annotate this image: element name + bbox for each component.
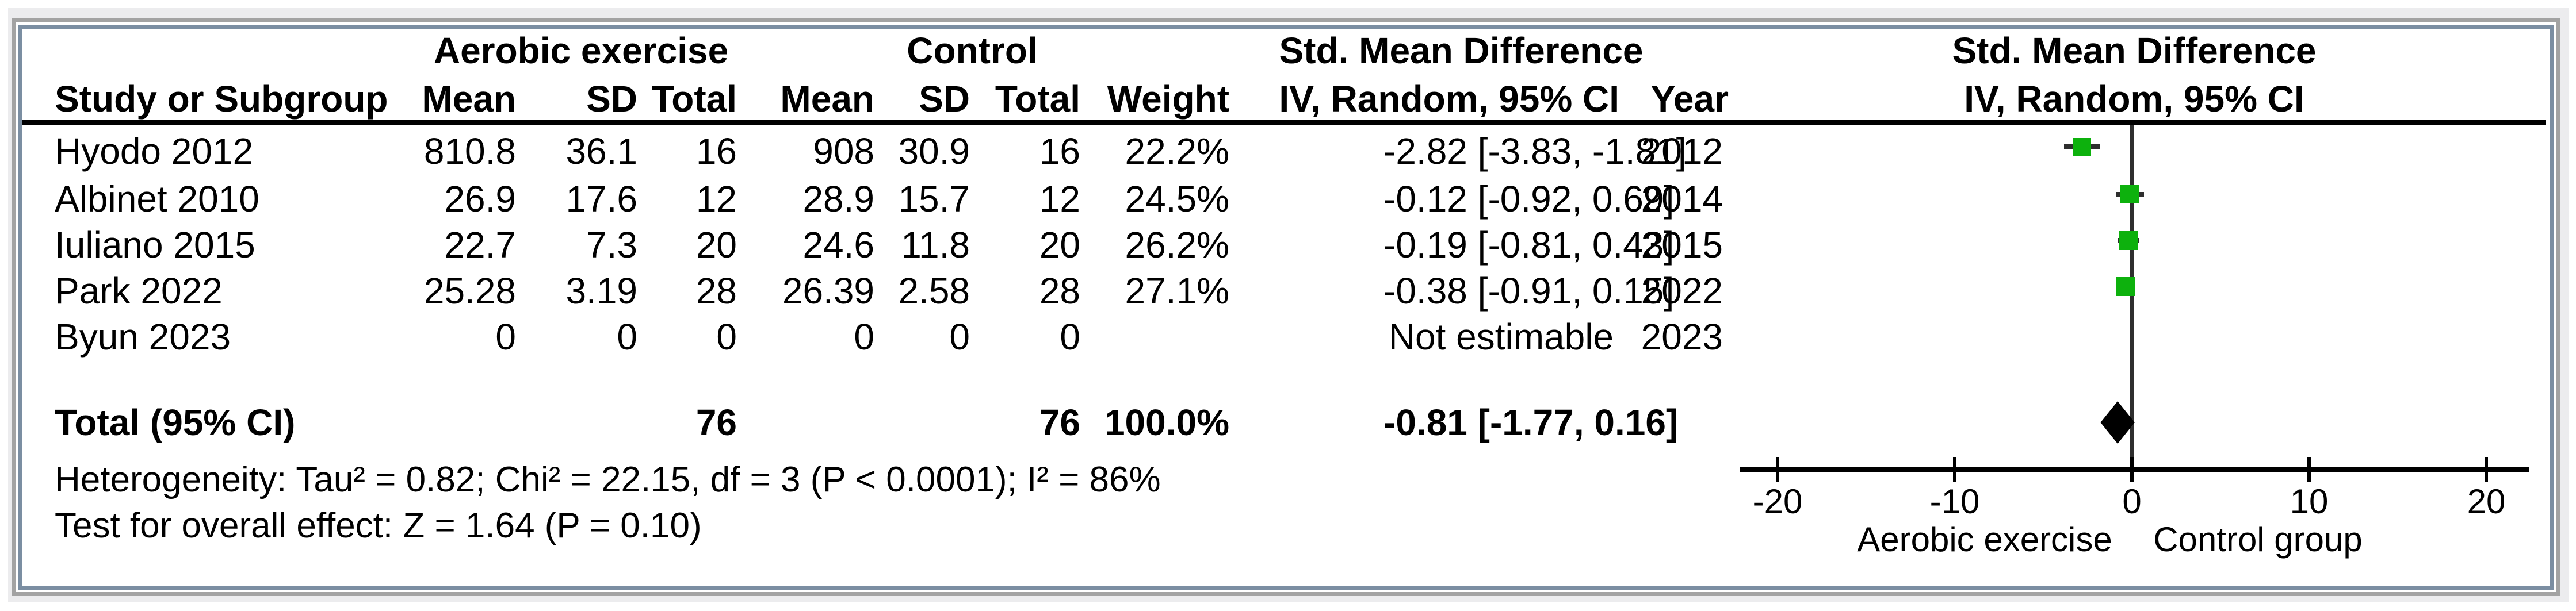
cell-mean_e: 22.7 (444, 224, 516, 266)
cell-total_e: 20 (695, 224, 737, 266)
cell-total-ci: -0.81 [-1.77, 0.16] (1383, 402, 1679, 443)
heterogeneity-text: Heterogeneity: Tau² = 0.82; Chi² = 22.15… (55, 460, 1161, 499)
cell-sd_c: 15.7 (898, 178, 970, 220)
cell-sd_e: 17.6 (565, 178, 637, 220)
cell-total_c: 16 (1039, 130, 1080, 172)
col-header-sd-control: SD (919, 78, 970, 120)
cell-study: Albinet 2010 (55, 178, 259, 220)
overall-effect-text: Test for overall effect: Z = 1.64 (P = 0… (55, 506, 702, 545)
cell-total_e: 0 (716, 316, 737, 358)
plot-header-effect: Std. Mean Difference (1952, 30, 2317, 71)
cell-total_c: 20 (1039, 224, 1080, 266)
cell-mean_e: 810.8 (423, 130, 516, 172)
x-axis-tick-label: -10 (1929, 482, 1980, 521)
cell-sd_c: 0 (949, 316, 970, 358)
cell-mean_e: 26.9 (444, 178, 516, 220)
axis-label-right: Control group (2153, 520, 2363, 559)
x-axis-tick-label: 10 (2290, 482, 2329, 521)
axis-label-left: Aerobic exercise (1857, 520, 2112, 559)
cell-study: Byun 2023 (55, 316, 231, 358)
cell-mean_c: 908 (813, 130, 874, 172)
cell-sd_e: 3.19 (565, 270, 637, 312)
cell-total-label: Total (95% CI) (55, 402, 296, 443)
cell-mean_c: 26.39 (782, 270, 874, 312)
col-header-weight: Weight (1107, 78, 1229, 120)
x-axis-tick-label: -20 (1752, 482, 1803, 521)
cell-weight: 22.2% (1125, 130, 1229, 172)
cell-weight: 27.1% (1125, 270, 1229, 312)
cell-ci: Not estimable (1388, 316, 1614, 358)
x-axis-tick (1776, 457, 1779, 482)
group-header-experimental: Aerobic exercise (433, 30, 729, 71)
cell-mean_e: 25.28 (423, 270, 516, 312)
cell-year: 2014 (1641, 178, 1723, 220)
cell-sd_e: 0 (617, 316, 637, 358)
col-header-study: Study or Subgroup (55, 78, 388, 120)
x-axis-tick (2307, 457, 2311, 482)
cell-total_e: 12 (695, 178, 737, 220)
study-marker-square (2073, 137, 2091, 156)
cell-sd_c: 30.9 (898, 130, 970, 172)
cell-total_e: 16 (695, 130, 737, 172)
cell-year: 2023 (1641, 316, 1723, 358)
cell-sd_e: 7.3 (586, 224, 637, 266)
col-header-total-control: Total (995, 78, 1080, 120)
col-header-effect-ci: IV, Random, 95% CI (1279, 78, 1619, 120)
study-marker-square (2120, 185, 2139, 203)
col-header-total-experimental: Total (651, 78, 737, 120)
cell-total_c: 28 (1039, 270, 1080, 312)
cell-total-weight: 100.0% (1104, 402, 1229, 443)
zero-line (2130, 125, 2134, 468)
cell-mean_e: 0 (495, 316, 516, 358)
x-axis-line (1740, 467, 2529, 472)
header-rule (22, 120, 2546, 125)
study-marker-square (2115, 276, 2135, 296)
cell-total-experimental: 76 (695, 402, 737, 443)
cell-sd_c: 2.58 (898, 270, 970, 312)
cell-sd_c: 11.8 (901, 224, 970, 266)
cell-mean_c: 0 (854, 316, 874, 358)
cell-study: Hyodo 2012 (55, 130, 254, 172)
col-header-mean-experimental: Mean (422, 78, 516, 120)
cell-total_e: 28 (695, 270, 737, 312)
cell-weight: 26.2% (1125, 224, 1229, 266)
x-axis-tick (2130, 457, 2134, 482)
x-axis-tick (1953, 457, 1956, 482)
group-header-effect: Std. Mean Difference (1279, 30, 1644, 71)
study-marker-square (2119, 230, 2138, 250)
x-axis-tick-label: 20 (2467, 482, 2506, 521)
col-header-sd-experimental: SD (586, 78, 637, 120)
cell-mean_c: 24.6 (802, 224, 874, 266)
cell-weight: 24.5% (1125, 178, 1229, 220)
cell-total_c: 0 (1060, 316, 1080, 358)
x-axis-tick-label: 0 (2122, 482, 2142, 521)
group-header-control: Control (907, 30, 1038, 71)
cell-total_c: 12 (1039, 178, 1080, 220)
cell-sd_e: 36.1 (565, 130, 637, 172)
plot-subheader-ci: IV, Random, 95% CI (1964, 78, 2304, 120)
cell-total-control: 76 (1039, 402, 1080, 443)
cell-year: 2015 (1641, 224, 1723, 266)
cell-year: 2012 (1641, 130, 1723, 172)
col-header-mean-control: Mean (780, 78, 874, 120)
cell-study: Iuliano 2015 (55, 224, 255, 266)
col-header-year: Year (1650, 78, 1729, 120)
cell-year: 2022 (1641, 270, 1723, 312)
x-axis-tick (2485, 457, 2488, 482)
cell-mean_c: 28.9 (802, 178, 874, 220)
cell-study: Park 2022 (55, 270, 223, 312)
